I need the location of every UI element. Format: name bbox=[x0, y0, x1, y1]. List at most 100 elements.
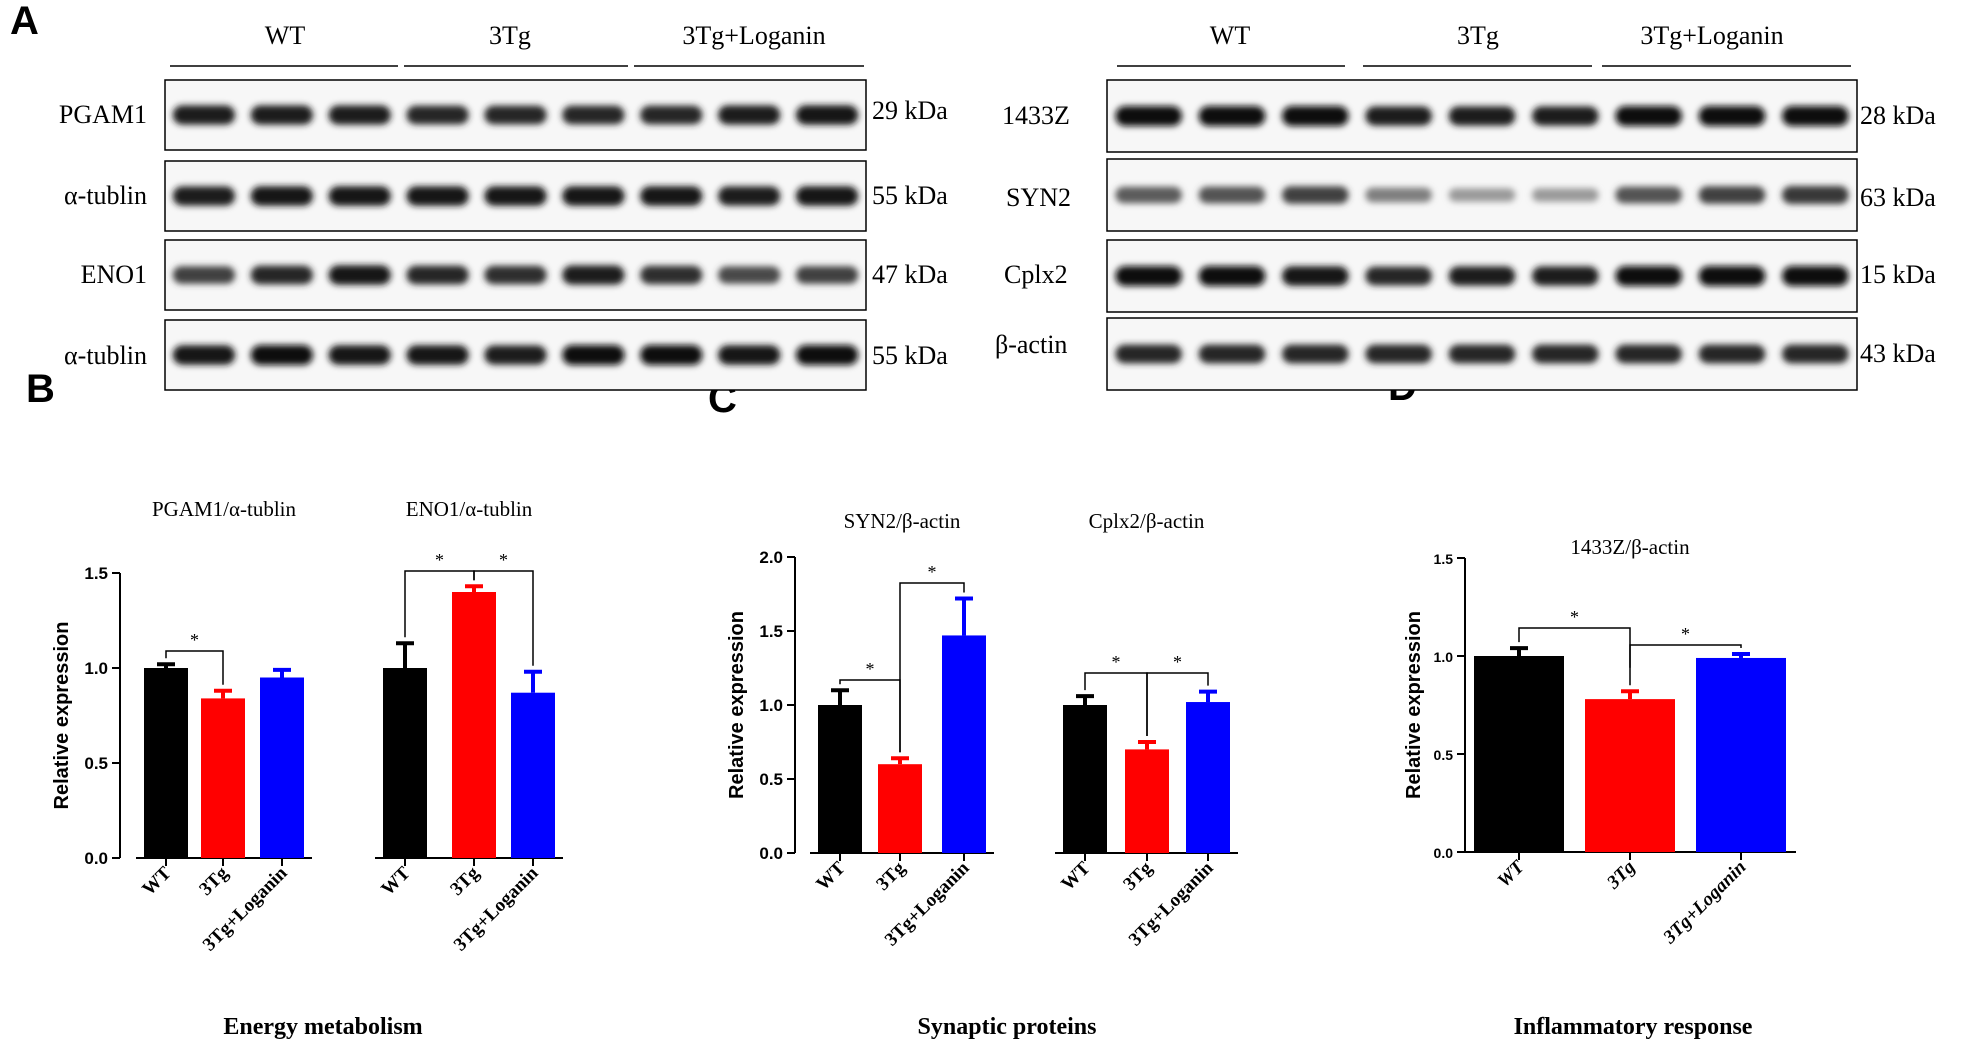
blot-band bbox=[1782, 266, 1849, 286]
blot-band bbox=[562, 186, 625, 206]
blot-band bbox=[795, 266, 859, 284]
x-category-label: 3Tg bbox=[446, 862, 484, 900]
blot-band bbox=[562, 105, 625, 125]
blot-band bbox=[795, 345, 859, 365]
bar-wt bbox=[383, 668, 427, 858]
y-tick-label: 1.0 bbox=[759, 696, 783, 715]
panel-caption: Inflammatory response bbox=[1514, 1014, 1753, 1040]
panel-caption: Energy metabolism bbox=[223, 1014, 422, 1040]
blot-band bbox=[640, 265, 703, 285]
blot-band bbox=[562, 345, 625, 365]
x-category-label: 3Tg bbox=[1602, 857, 1639, 894]
bar-3tg bbox=[1585, 699, 1675, 852]
y-axis-label: Relative expression bbox=[51, 622, 73, 810]
significance-marker: * bbox=[928, 562, 937, 582]
blot-left-size-eno1: 47 kDa bbox=[872, 260, 948, 289]
blot-band bbox=[1198, 344, 1266, 364]
significance-marker: * bbox=[866, 659, 875, 679]
y-tick-label: 2.0 bbox=[759, 548, 783, 567]
blot-right-size-beta-actin: 43 kDa bbox=[1860, 339, 1936, 368]
x-category-label: 3Tg bbox=[872, 857, 910, 895]
blot-left-label-tublin-2: α-tublin bbox=[64, 341, 147, 370]
bar-3tg-loganin bbox=[942, 635, 986, 853]
subgroup-title: Cplx2/β-actin bbox=[1089, 509, 1205, 533]
blot-band bbox=[1198, 266, 1266, 286]
blot-band bbox=[718, 105, 781, 125]
blot-band bbox=[250, 265, 313, 285]
y-tick-label: 0.0 bbox=[759, 844, 783, 863]
blot-left-group-wt: WT bbox=[265, 21, 306, 50]
significance-marker: * bbox=[1112, 652, 1121, 672]
blot-band bbox=[1615, 266, 1682, 286]
bar-3tg bbox=[878, 764, 922, 853]
blot-right-group-loganin: 3Tg+Loganin bbox=[1640, 21, 1783, 50]
blot-band bbox=[1365, 266, 1432, 286]
significance-bracket bbox=[1629, 644, 1742, 668]
bar-wt bbox=[818, 705, 862, 853]
bar-wt bbox=[1063, 705, 1107, 853]
significance-bracket bbox=[473, 570, 534, 666]
blot-band bbox=[484, 105, 547, 125]
chart-panel-c: 0.0 0.5 1.0 1.5 2.0 Relative expression SYN2/β… bbox=[726, 509, 1238, 1040]
y-tick-label: 1.0 bbox=[1434, 649, 1454, 665]
significance-marker: * bbox=[435, 550, 444, 570]
blot-left-size-tublin-1: 55 kDa bbox=[872, 181, 948, 210]
blot-band bbox=[328, 265, 391, 285]
y-tick-label: 0.5 bbox=[1434, 747, 1454, 763]
y-tick-label: 1.5 bbox=[1434, 551, 1454, 567]
blot-band bbox=[1615, 106, 1682, 126]
blot-band bbox=[406, 345, 469, 365]
x-category-label: WT bbox=[812, 857, 849, 894]
x-category-label: WT bbox=[1057, 857, 1094, 894]
blot-panel-right: WT 3Tg 3Tg+Loganin 1433Z SYN2 Cplx2 β-ac… bbox=[995, 21, 1936, 391]
blot-band bbox=[484, 186, 547, 206]
blot-band bbox=[1115, 106, 1182, 126]
blot-right-size-cplx2: 15 kDa bbox=[1860, 260, 1936, 289]
bar-3tg-loganin bbox=[1186, 702, 1230, 853]
blot-band bbox=[172, 266, 236, 284]
significance-marker: * bbox=[499, 550, 508, 570]
blot-band bbox=[640, 186, 703, 206]
significance-bracket bbox=[165, 650, 224, 685]
y-axis-label: Relative expression bbox=[726, 611, 748, 799]
subgroup-title: 1433Z/β-actin bbox=[1570, 535, 1690, 559]
bar-3tg bbox=[201, 698, 245, 858]
y-tick-label: 0.0 bbox=[84, 849, 108, 868]
blot-band bbox=[1282, 266, 1349, 286]
blot-right-size-syn2: 63 kDa bbox=[1860, 183, 1936, 212]
x-category-label: WT bbox=[138, 862, 175, 899]
bar-wt bbox=[144, 668, 188, 858]
blot-band bbox=[172, 186, 236, 206]
blot-band bbox=[1282, 344, 1349, 364]
blot-band bbox=[1532, 266, 1599, 286]
x-category-label: 3Tg bbox=[1119, 857, 1157, 895]
blot-band bbox=[1115, 266, 1182, 286]
blot-right-label-1433z: 1433Z bbox=[1002, 101, 1070, 130]
blot-band bbox=[172, 345, 236, 365]
chart-panel-d: 0.0 0.5 1.0 1.5 Relative expression 1433Z/β-a… bbox=[1403, 535, 1796, 1040]
blot-right-label-syn2: SYN2 bbox=[1006, 183, 1071, 212]
blot-band bbox=[562, 265, 625, 285]
blot-band bbox=[250, 186, 313, 206]
x-category-label: WT bbox=[377, 862, 414, 899]
bar-3tg bbox=[452, 592, 496, 858]
blot-band bbox=[1282, 106, 1349, 126]
y-tick-label: 0.0 bbox=[1434, 845, 1454, 861]
subgroup-title: ENO1/α-tublin bbox=[406, 497, 533, 521]
y-tick-label: 1.5 bbox=[84, 564, 108, 583]
bar-3tg-loganin bbox=[260, 677, 304, 858]
blot-band bbox=[1448, 106, 1516, 126]
bar-wt bbox=[1474, 656, 1564, 852]
blot-band bbox=[1532, 188, 1599, 202]
blot-band bbox=[1448, 266, 1516, 286]
subgroup-title: SYN2/β-actin bbox=[844, 509, 961, 533]
blot-band bbox=[1782, 344, 1849, 364]
blot-band bbox=[1198, 186, 1266, 204]
blot-left-label-tublin-1: α-tublin bbox=[64, 181, 147, 210]
blot-panel-left: WT 3Tg 3Tg+Loganin PGAM1 α-tublin ENO1 α… bbox=[59, 21, 948, 391]
blot-right-size-1433z: 28 kDa bbox=[1860, 101, 1936, 130]
blot-band bbox=[1615, 186, 1682, 204]
blot-band bbox=[1782, 106, 1849, 126]
x-category-label: 3Tg+Loganin bbox=[1659, 857, 1751, 949]
bar-3tg-loganin bbox=[511, 692, 555, 858]
